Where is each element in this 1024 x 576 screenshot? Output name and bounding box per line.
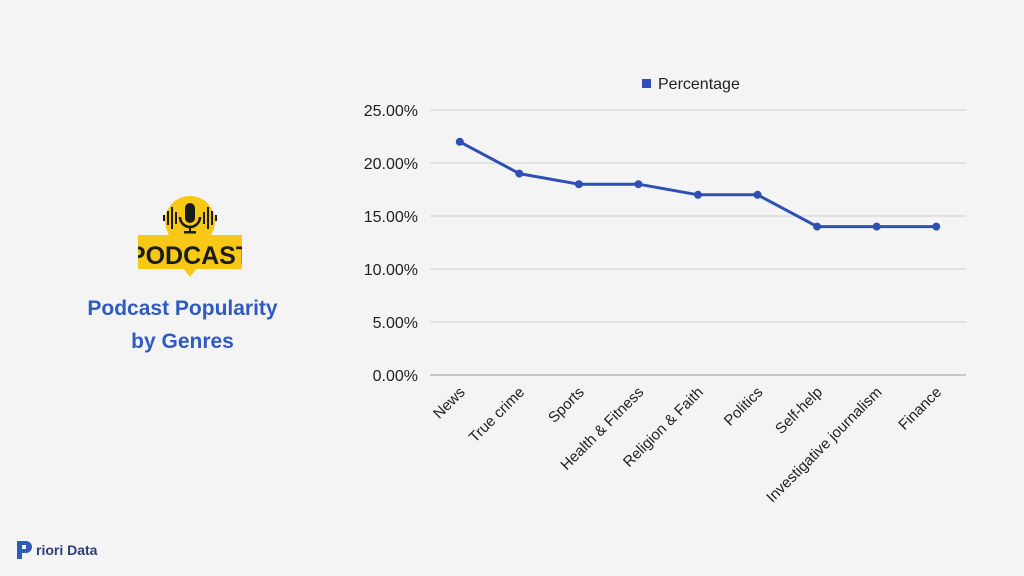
page-title: Podcast Popularity by Genres bbox=[60, 292, 305, 358]
legend-marker bbox=[642, 79, 651, 88]
y-tick-label: 10.00% bbox=[364, 262, 418, 279]
y-tick-label: 0.00% bbox=[373, 368, 418, 385]
legend-label: Percentage bbox=[658, 76, 740, 93]
x-tick-label: Investigative journalism bbox=[763, 384, 885, 506]
x-tick-label: Finance bbox=[895, 384, 945, 434]
data-point bbox=[634, 180, 643, 189]
x-tick-label: Sports bbox=[545, 384, 588, 427]
title-line-2: by Genres bbox=[131, 330, 234, 353]
data-point bbox=[574, 180, 583, 189]
data-point bbox=[694, 190, 702, 199]
data-point bbox=[753, 190, 762, 199]
data-point bbox=[872, 222, 881, 231]
data-point bbox=[932, 222, 941, 231]
y-tick-label: 25.00% bbox=[364, 103, 418, 120]
brand-text: riori Data bbox=[36, 542, 98, 558]
x-tick-label: News bbox=[430, 384, 469, 423]
series-line bbox=[459, 140, 937, 229]
title-line-1: Podcast Popularity bbox=[87, 297, 278, 320]
microphone-icon bbox=[163, 203, 217, 234]
x-tick-label: True crime bbox=[466, 384, 528, 446]
y-tick-label: 20.00% bbox=[364, 156, 418, 173]
brand-logo: riori Data bbox=[14, 537, 97, 563]
x-tick-label: Politics bbox=[721, 384, 767, 430]
y-tick-label: 5.00% bbox=[373, 315, 418, 332]
podcast-logo: PODCAST bbox=[129, 195, 251, 279]
logo-text: PODCAST bbox=[138, 242, 242, 270]
data-point bbox=[813, 222, 822, 231]
data-point bbox=[515, 169, 524, 178]
priori-data-logo bbox=[17, 541, 32, 559]
data-point bbox=[455, 137, 464, 146]
x-tick-label: Self-help bbox=[772, 384, 826, 438]
y-tick-label: 15.00% bbox=[364, 209, 418, 226]
